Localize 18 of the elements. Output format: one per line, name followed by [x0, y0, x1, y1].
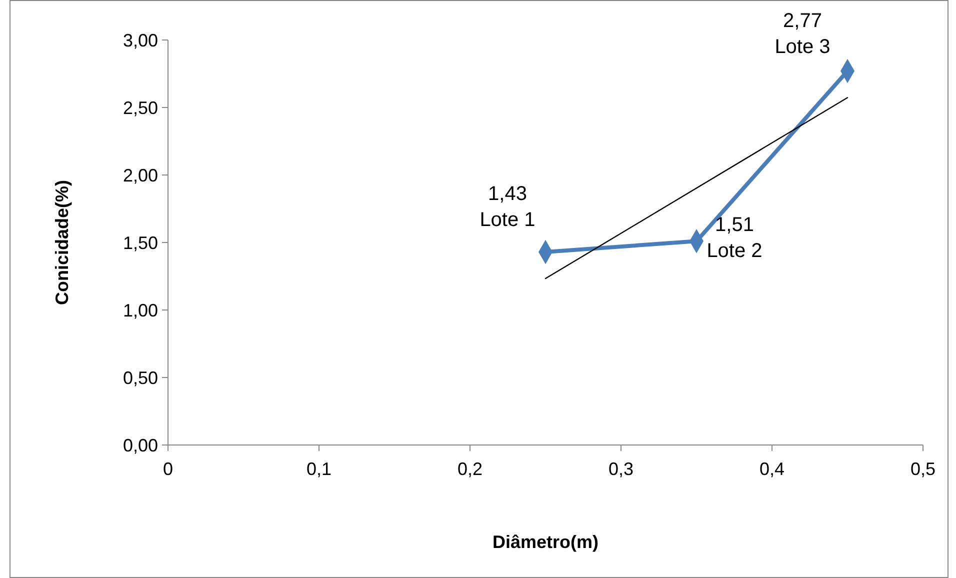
x-tick-label: 0: [162, 459, 174, 479]
x-tick-label: 0,5: [910, 459, 936, 479]
x-tick-label: 0,4: [759, 459, 785, 479]
x-tick-label: 0,2: [457, 459, 483, 479]
annotation: 2,77 Lote 3: [774, 10, 830, 58]
annotation: 1,51 Lote 2: [706, 214, 762, 262]
x-axis-title: Diâmetro(m): [492, 532, 599, 552]
x-tick-label: 0,1: [306, 459, 332, 479]
y-axis-title: Conicidade(%): [52, 180, 72, 306]
y-tick-label: 3,00: [122, 30, 158, 50]
y-tick-label: 1,50: [122, 232, 158, 253]
annotation: 1,43 Lote 1: [480, 182, 536, 231]
y-tick-label: 0,50: [122, 368, 158, 388]
y-tick-label: 2,50: [122, 98, 158, 118]
y-tick-label: 2,00: [122, 165, 158, 186]
y-tick-label: 0,00: [122, 435, 158, 456]
y-tick-label: 1,00: [122, 300, 158, 320]
x-tick-label: 0,3: [608, 459, 634, 479]
